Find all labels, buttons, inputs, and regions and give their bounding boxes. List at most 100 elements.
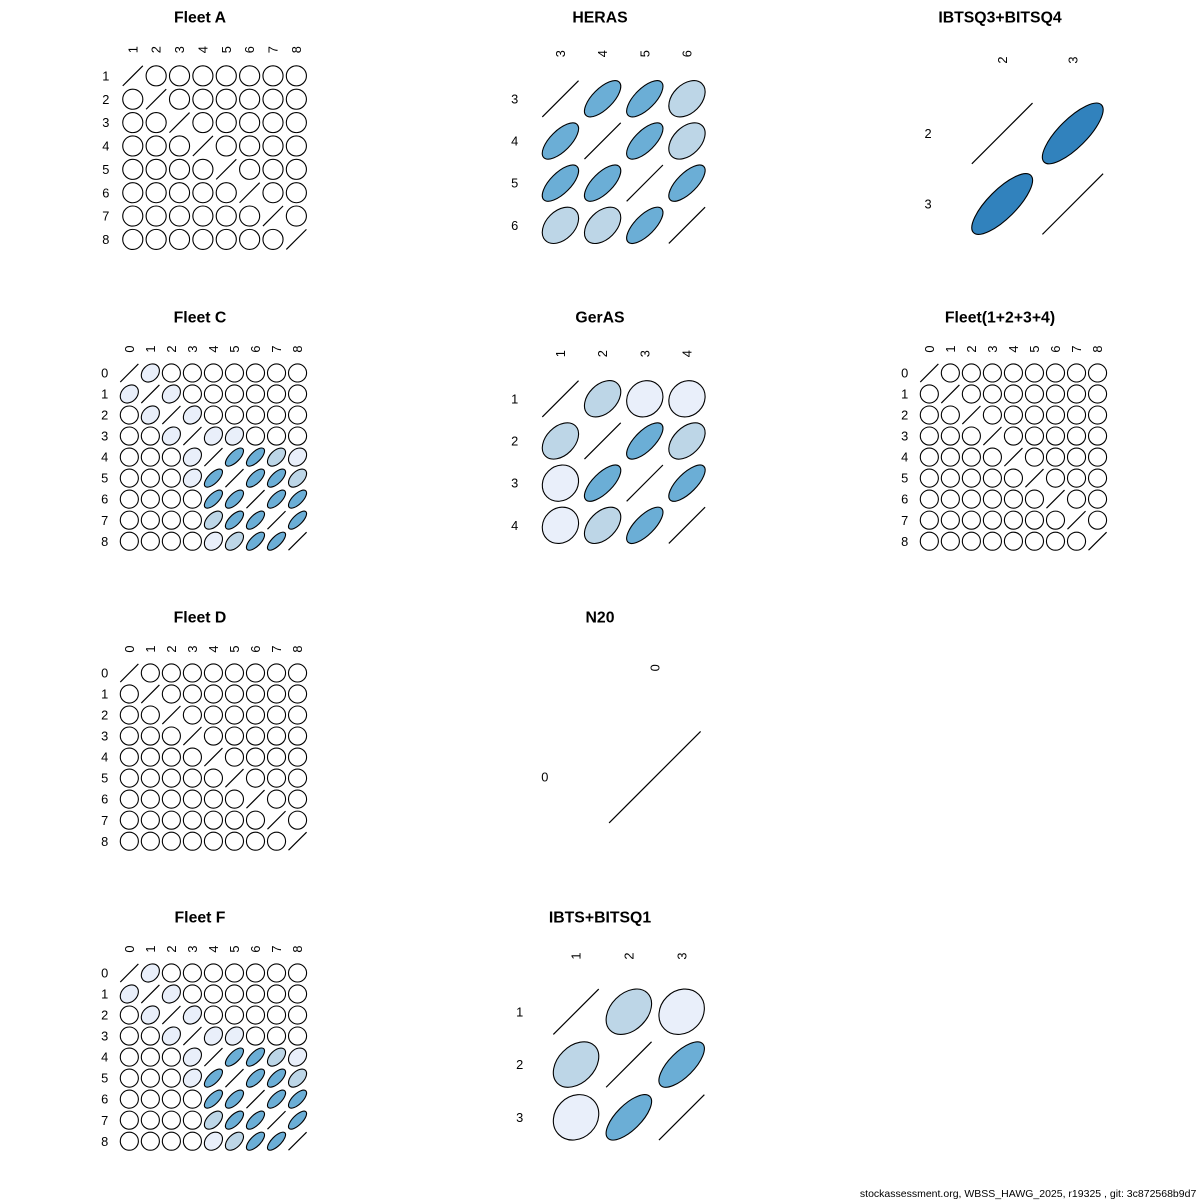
svg-text:3: 3 <box>924 197 931 212</box>
svg-text:3: 3 <box>985 345 1000 352</box>
svg-text:6: 6 <box>242 46 257 53</box>
svg-text:Fleet F: Fleet F <box>175 910 226 927</box>
svg-text:1: 1 <box>943 345 958 352</box>
svg-text:2: 2 <box>101 408 108 423</box>
svg-text:Fleet(1+2+3+4): Fleet(1+2+3+4) <box>945 310 1055 327</box>
svg-text:5: 5 <box>227 645 242 652</box>
svg-text:5: 5 <box>227 945 242 952</box>
svg-text:8: 8 <box>102 232 109 247</box>
svg-text:2: 2 <box>164 345 179 352</box>
svg-text:7: 7 <box>269 345 284 352</box>
svg-text:2: 2 <box>164 945 179 952</box>
svg-text:4: 4 <box>206 945 221 952</box>
svg-text:5: 5 <box>1027 345 1042 352</box>
svg-text:5: 5 <box>102 162 109 177</box>
svg-text:1: 1 <box>143 645 158 652</box>
svg-text:7: 7 <box>101 513 108 528</box>
svg-text:4: 4 <box>1006 345 1021 352</box>
svg-text:IBTSQ3+BITSQ4: IBTSQ3+BITSQ4 <box>938 10 1062 27</box>
svg-text:4: 4 <box>101 450 108 465</box>
svg-text:5: 5 <box>101 1071 108 1086</box>
svg-text:Fleet C: Fleet C <box>174 310 227 327</box>
svg-text:4: 4 <box>196 46 211 53</box>
svg-text:6: 6 <box>248 945 263 952</box>
svg-text:4: 4 <box>511 134 518 149</box>
svg-text:5: 5 <box>511 176 518 191</box>
svg-text:8: 8 <box>101 1134 108 1149</box>
svg-text:1: 1 <box>125 46 140 53</box>
svg-text:6: 6 <box>248 345 263 352</box>
svg-text:1: 1 <box>101 987 108 1002</box>
svg-text:GerAS: GerAS <box>575 310 624 327</box>
svg-text:4: 4 <box>102 139 109 154</box>
svg-text:3: 3 <box>102 115 109 130</box>
svg-text:1: 1 <box>511 391 518 406</box>
svg-text:3: 3 <box>674 952 689 959</box>
svg-text:0: 0 <box>101 966 108 981</box>
svg-text:1: 1 <box>901 387 908 402</box>
svg-text:3: 3 <box>185 645 200 652</box>
svg-text:Fleet A: Fleet A <box>174 10 226 27</box>
svg-text:6: 6 <box>680 50 695 57</box>
svg-text:2: 2 <box>901 408 908 423</box>
svg-text:8: 8 <box>901 534 908 549</box>
svg-text:2: 2 <box>595 350 610 357</box>
svg-text:HERAS: HERAS <box>572 10 627 27</box>
svg-text:2: 2 <box>101 1008 108 1023</box>
svg-text:2: 2 <box>101 708 108 723</box>
svg-text:8: 8 <box>101 834 108 849</box>
svg-text:0: 0 <box>647 664 662 671</box>
svg-text:7: 7 <box>901 513 908 528</box>
svg-text:5: 5 <box>101 771 108 786</box>
svg-text:6: 6 <box>511 218 518 233</box>
svg-text:0: 0 <box>122 645 137 652</box>
svg-text:2: 2 <box>164 645 179 652</box>
svg-text:2: 2 <box>995 56 1010 63</box>
svg-text:1: 1 <box>101 387 108 402</box>
svg-text:N20: N20 <box>586 610 615 627</box>
svg-text:4: 4 <box>901 450 908 465</box>
svg-text:3: 3 <box>101 729 108 744</box>
svg-text:3: 3 <box>172 46 187 53</box>
svg-text:0: 0 <box>101 366 108 381</box>
svg-text:Fleet D: Fleet D <box>174 610 227 627</box>
svg-text:1: 1 <box>516 1004 523 1019</box>
svg-text:4: 4 <box>680 350 695 357</box>
svg-text:6: 6 <box>248 645 263 652</box>
svg-text:2: 2 <box>102 92 109 107</box>
svg-text:2: 2 <box>924 126 931 141</box>
svg-text:8: 8 <box>289 46 304 53</box>
svg-text:2: 2 <box>149 46 164 53</box>
svg-text:4: 4 <box>595 50 610 57</box>
svg-text:1: 1 <box>143 945 158 952</box>
svg-text:7: 7 <box>266 46 281 53</box>
svg-text:1: 1 <box>553 350 568 357</box>
svg-text:2: 2 <box>621 952 636 959</box>
svg-text:3: 3 <box>901 429 908 444</box>
svg-text:6: 6 <box>101 1092 108 1107</box>
svg-text:7: 7 <box>101 813 108 828</box>
svg-text:0: 0 <box>541 770 548 785</box>
svg-text:8: 8 <box>290 945 305 952</box>
svg-text:3: 3 <box>516 1110 523 1125</box>
svg-text:3: 3 <box>101 429 108 444</box>
svg-text:8: 8 <box>101 534 108 549</box>
svg-text:1: 1 <box>101 687 108 702</box>
svg-text:6: 6 <box>1048 345 1063 352</box>
svg-text:5: 5 <box>901 471 908 486</box>
svg-text:6: 6 <box>101 792 108 807</box>
svg-text:6: 6 <box>102 185 109 200</box>
svg-text:5: 5 <box>637 50 652 57</box>
svg-text:4: 4 <box>206 645 221 652</box>
svg-text:2: 2 <box>511 434 518 449</box>
svg-text:4: 4 <box>206 345 221 352</box>
svg-text:1: 1 <box>143 345 158 352</box>
svg-text:2: 2 <box>516 1057 523 1072</box>
svg-text:8: 8 <box>290 345 305 352</box>
svg-text:5: 5 <box>227 345 242 352</box>
svg-text:0: 0 <box>922 345 937 352</box>
svg-text:7: 7 <box>102 209 109 224</box>
svg-text:3: 3 <box>637 350 652 357</box>
svg-text:7: 7 <box>101 1113 108 1128</box>
svg-text:3: 3 <box>185 945 200 952</box>
